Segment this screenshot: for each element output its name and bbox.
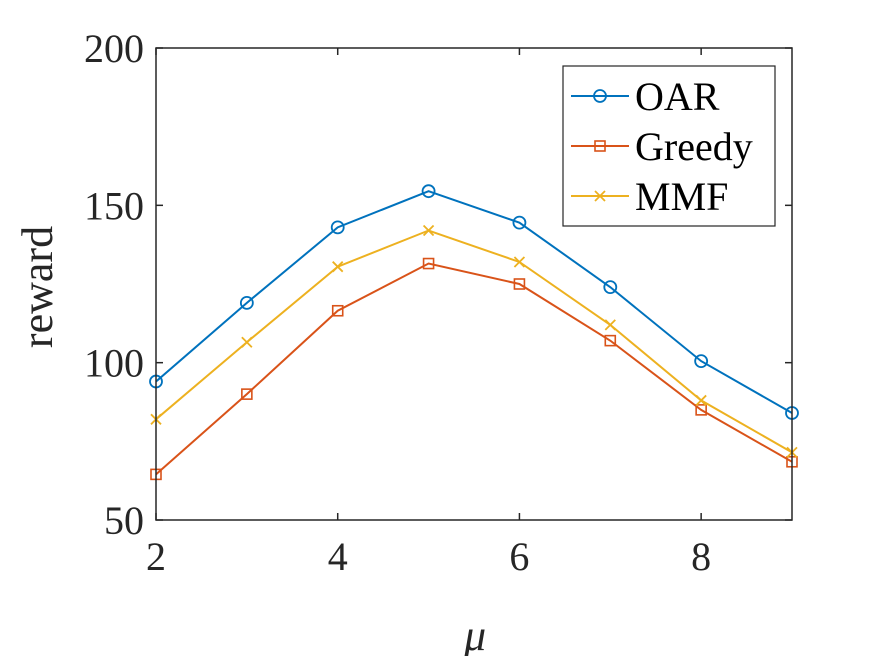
y-tick-label: 50 xyxy=(104,498,144,543)
y-axis-label: reward xyxy=(13,226,62,348)
series-line-oar xyxy=(155,190,793,414)
data-point-greedy xyxy=(695,404,707,416)
marker-stroke xyxy=(695,394,707,407)
legend-label-oar: OAR xyxy=(635,74,720,119)
data-point-mmf xyxy=(422,224,435,237)
data-point-mmf xyxy=(241,336,253,348)
data-point-greedy xyxy=(331,304,344,317)
legend-marker-mmf xyxy=(594,190,606,202)
x-tick-label: 8 xyxy=(691,534,711,579)
marker-stroke xyxy=(422,224,435,237)
legend-marker-greedy xyxy=(594,140,606,152)
legend-marker-oar xyxy=(593,89,607,103)
marker-stroke xyxy=(594,190,606,202)
data-point-mmf xyxy=(695,394,707,407)
y-tick-label: 150 xyxy=(84,183,144,228)
legend-item-greedy: Greedy xyxy=(571,124,753,169)
data-point-greedy xyxy=(513,278,526,290)
marker-stroke xyxy=(332,261,344,273)
plot-frame xyxy=(155,47,793,521)
data-point-mmf xyxy=(513,256,526,268)
marker-stroke xyxy=(241,336,253,348)
data-point-greedy xyxy=(422,257,435,270)
y-tick-label: 200 xyxy=(84,26,144,71)
legend-label-greedy: Greedy xyxy=(635,124,753,169)
data-point-greedy xyxy=(241,388,253,400)
legend-item-mmf: MMF xyxy=(571,174,728,219)
data-point-oar xyxy=(421,184,436,199)
legend: OAR Greedy MMF xyxy=(562,65,776,227)
data-point-oar xyxy=(603,280,618,295)
x-axis-label: μ xyxy=(463,611,486,656)
data-point-greedy xyxy=(604,334,617,347)
data-point-mmf xyxy=(332,261,344,273)
data-point-oar xyxy=(694,354,709,368)
x-tick-label: 6 xyxy=(509,534,529,579)
data-point-oar xyxy=(512,215,527,230)
series-line-mmf xyxy=(155,229,793,454)
series-line-greedy xyxy=(155,262,793,476)
marker-stroke xyxy=(513,256,526,268)
marker-stroke xyxy=(604,319,616,331)
series-greedy xyxy=(150,257,798,481)
data-point-oar xyxy=(330,220,345,235)
data-point-oar xyxy=(239,295,254,310)
data-point-mmf xyxy=(604,319,616,331)
y-tick-label: 100 xyxy=(84,341,144,386)
x-tick-label: 4 xyxy=(328,534,348,579)
x-tick-label: 2 xyxy=(146,534,166,579)
legend-item-oar: OAR xyxy=(571,74,720,119)
legend-label-mmf: MMF xyxy=(635,174,728,219)
